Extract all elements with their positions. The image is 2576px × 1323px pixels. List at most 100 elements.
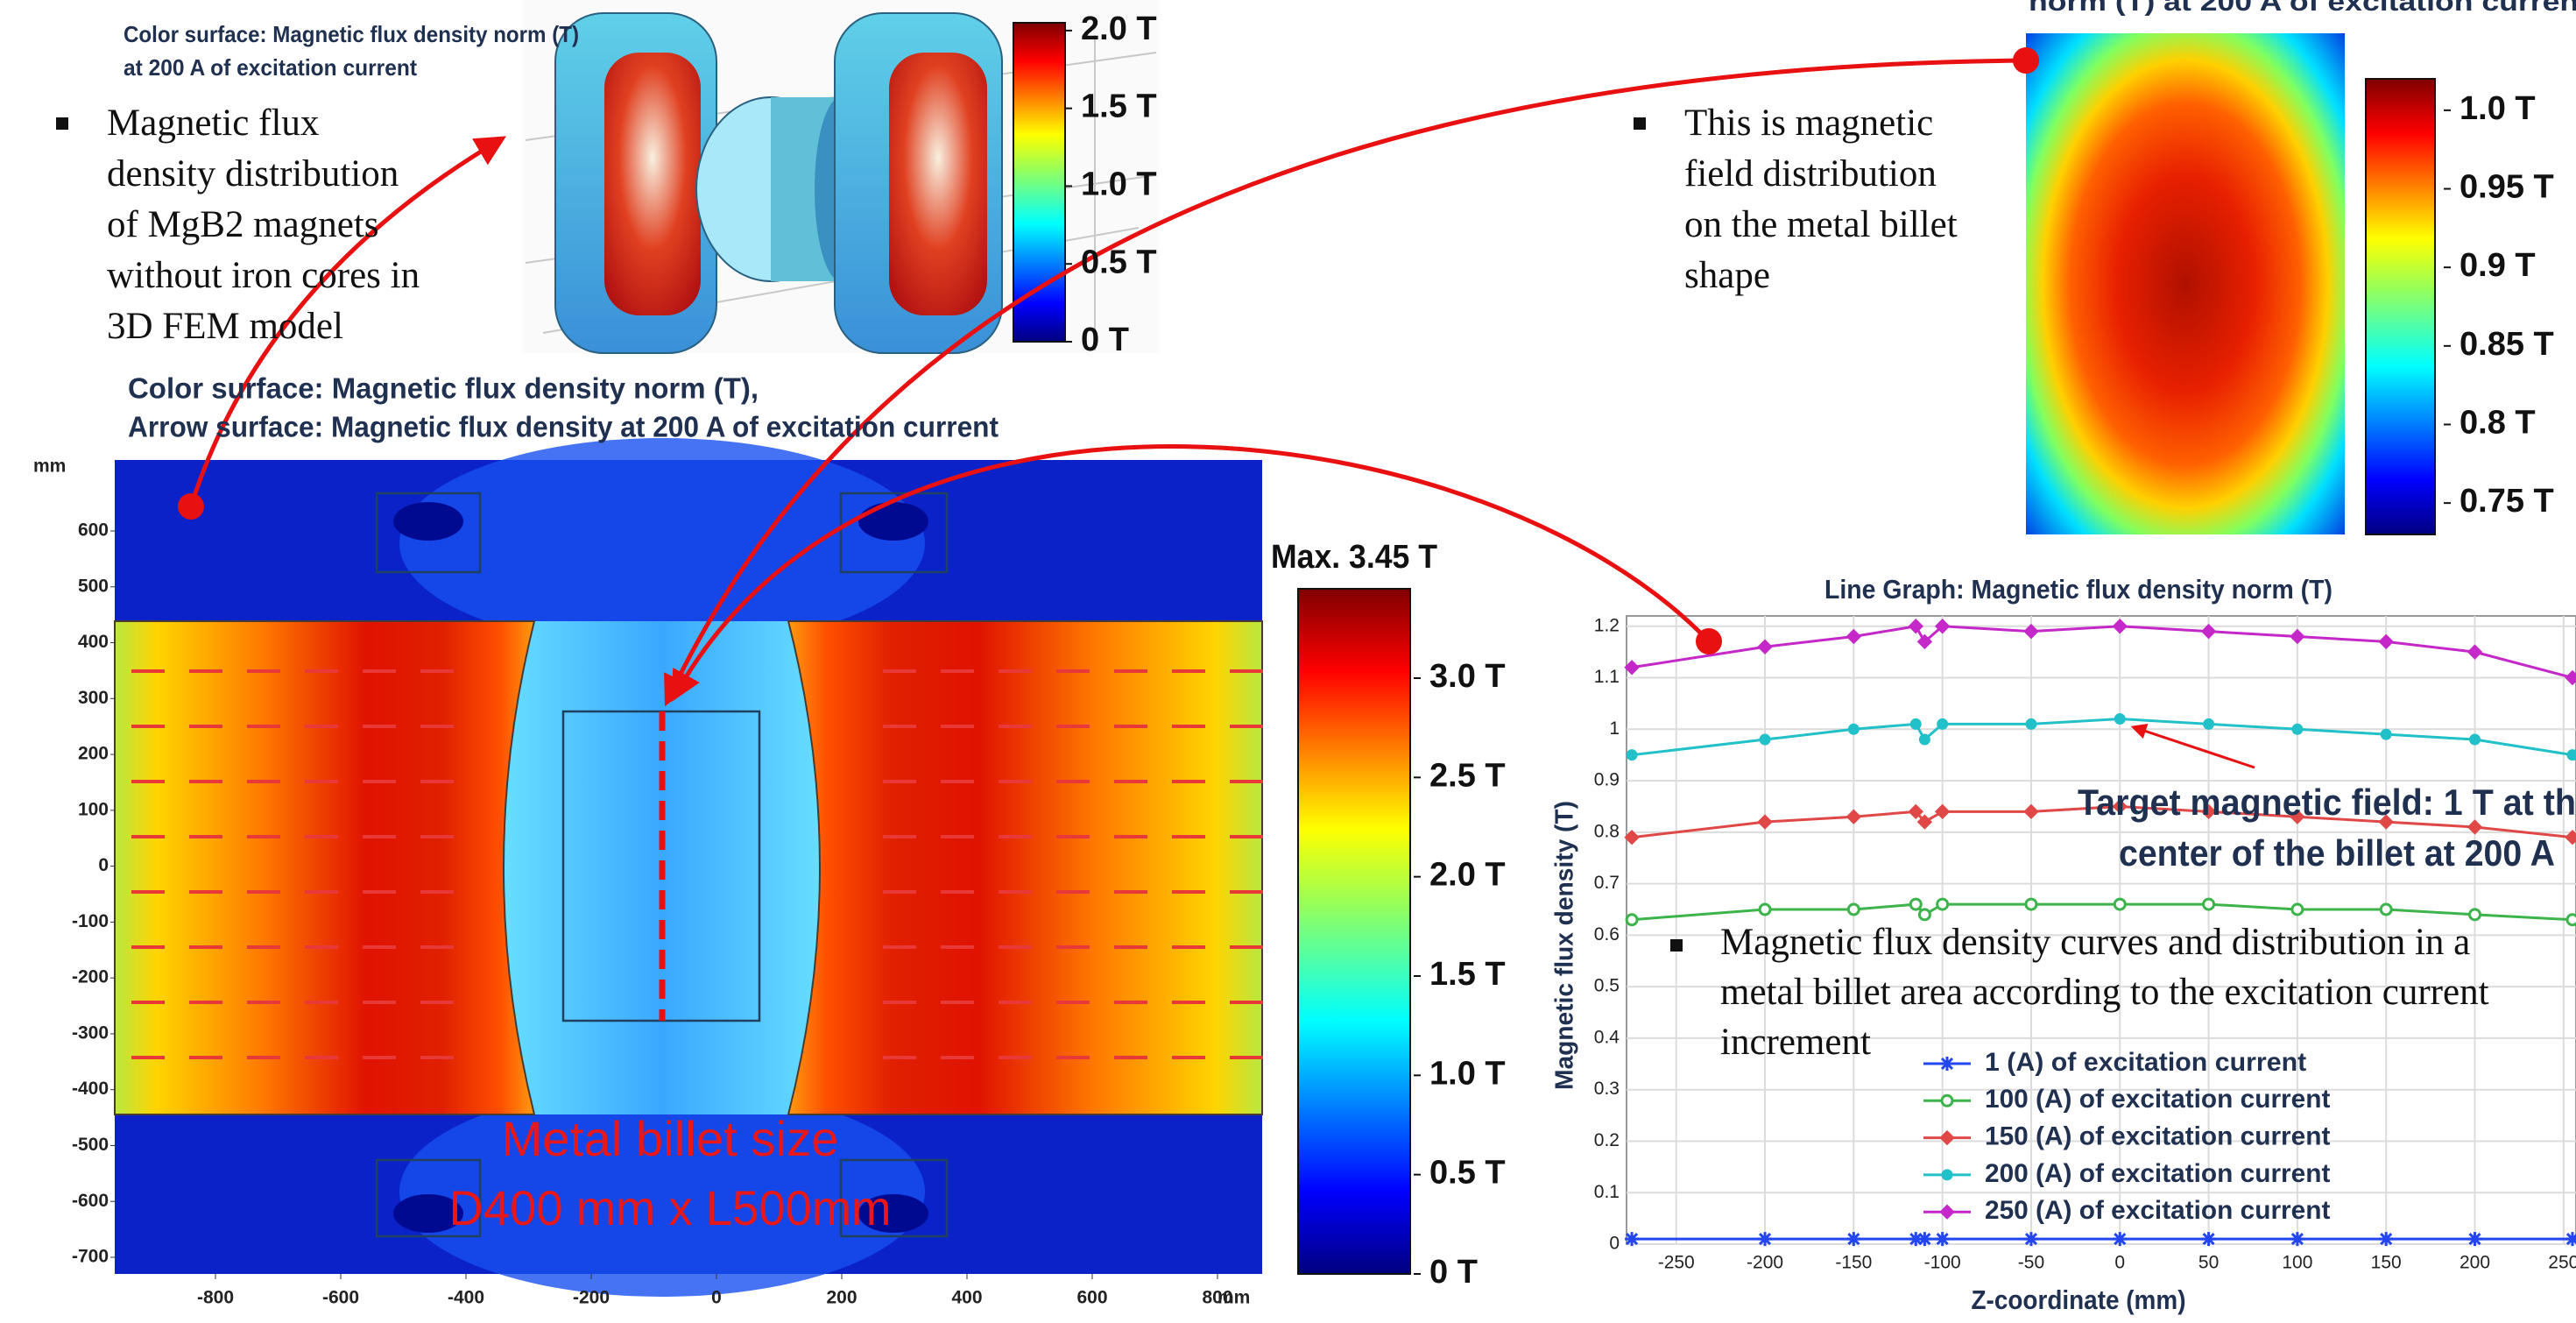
point-marker [2381, 904, 2391, 915]
point-marker [2202, 1232, 2216, 1246]
point-marker [1919, 909, 1930, 920]
point-marker [1625, 1232, 1639, 1246]
y-tick-label: -100 [72, 911, 109, 931]
colorbar-label: 2.0 T [1081, 11, 1157, 47]
colorbar-label: 0 T [1429, 1254, 1478, 1291]
x-tick-label: 800 [1202, 1288, 1232, 1308]
y-tick-label: 600 [78, 520, 109, 541]
bullet-text: 3D FEM model [107, 306, 343, 347]
legend-marker [1942, 1170, 1952, 1180]
y-tick-label: 1.2 [1594, 615, 1620, 635]
colorbar-label: 0.9 T [2460, 247, 2536, 284]
colorbar-max: Max. 3.45 T [1271, 539, 1437, 576]
y-tick-label: 400 [78, 632, 109, 652]
field-2d-image [115, 438, 1410, 1297]
legend-marker [1940, 1057, 1954, 1071]
colorbar-label: 0.8 T [2460, 405, 2536, 442]
point-marker [2567, 915, 2576, 925]
x-tick-label: -400 [448, 1288, 484, 1308]
x-tick-label: 600 [1076, 1288, 1107, 1308]
point-marker [1627, 750, 1637, 761]
chart-title: Line Graph: Magnetic flux density norm (… [1824, 574, 2333, 605]
y-tick-label: 300 [78, 688, 109, 708]
bullet-text: Magnetic flux density curves and distrib… [1720, 922, 2470, 963]
y-tick-label: 0.1 [1594, 1182, 1620, 1202]
point-marker [2470, 734, 2481, 745]
point-marker [1937, 718, 1948, 729]
bullet-marker [1670, 939, 1683, 952]
y-tick-label: 0.8 [1594, 821, 1620, 841]
bullet-text: field distribution [1684, 153, 1937, 195]
colorbar-label: 0 T [1081, 322, 1129, 358]
y-tick-label: 0.3 [1594, 1079, 1620, 1099]
bullet-text: shape [1684, 255, 1770, 296]
point-marker [2381, 729, 2391, 739]
point-marker [2113, 1232, 2127, 1246]
y-tick-label: 0.2 [1594, 1130, 1620, 1150]
annotation: Target magnetic field: 1 T at th [2078, 782, 2576, 823]
y-tick-label: 0.7 [1594, 873, 1620, 893]
point-marker [2026, 718, 2036, 729]
x-tick-label: 250 [2548, 1253, 2576, 1273]
y-tick-label: 500 [78, 576, 109, 596]
x-tick-label: -200 [1747, 1253, 1783, 1273]
point-marker [1919, 734, 1930, 745]
y-tick-label: 0.5 [1594, 976, 1620, 996]
bullet-marker [1634, 117, 1646, 130]
point-marker [1758, 1232, 1772, 1246]
y-tick-label: 200 [78, 744, 109, 764]
x-tick-label: 400 [951, 1288, 982, 1308]
colorbar-label: 3.0 T [1429, 658, 1506, 695]
x-tick-label: 200 [2460, 1253, 2490, 1273]
x-tick-label: 0 [2114, 1253, 2125, 1273]
colorbar-label: 1.5 T [1429, 956, 1506, 993]
point-marker [1917, 1232, 1931, 1246]
colorbar-label: 0.85 T [2460, 326, 2554, 363]
legend-marker [1942, 1095, 1952, 1106]
caption: Color surface: Magnetic flux density nor… [128, 372, 759, 405]
y-tick-label: 0 [98, 855, 109, 875]
point-marker [2470, 909, 2481, 920]
caption: Color surface: Magnetic flux density nor… [124, 21, 579, 47]
legend-label: 200 (A) of excitation current [1985, 1159, 2330, 1188]
point-marker [1848, 724, 1859, 734]
y-tick-label: 0 [1609, 1234, 1620, 1254]
point-marker [2292, 724, 2303, 734]
colorbar-label: 2.0 T [1429, 857, 1506, 894]
colorbar-label: 1.5 T [1081, 88, 1157, 125]
y-tick-label: 0.9 [1594, 770, 1620, 790]
point-marker [2026, 899, 2036, 909]
point-marker [2292, 904, 2303, 915]
x-tick-label: -250 [1658, 1253, 1695, 1273]
point-marker [1846, 1232, 1860, 1246]
legend-label: 1 (A) of excitation current [1985, 1048, 2306, 1077]
page: 00.10.20.30.40.50.60.70.80.911.11.2-250-… [0, 0, 2576, 1323]
x-tick-label: 200 [826, 1288, 857, 1308]
bullet-text: Magnetic flux [107, 103, 319, 144]
colorbar-label: 0.5 T [1429, 1155, 1506, 1192]
y-tick-label: -600 [72, 1191, 109, 1211]
caption: Arrow surface: Magnetic flux density at … [128, 411, 999, 443]
caption: at 200 A of excitation current [124, 54, 417, 81]
x-tick-label: -800 [197, 1288, 234, 1308]
point-marker [2567, 750, 2576, 761]
bullet-text: of MgB2 magnets [107, 204, 379, 245]
magnet-3d-image [523, 0, 1159, 353]
y-tick-label: 1.1 [1594, 667, 1620, 687]
bullet-text: This is magnetic [1684, 103, 1933, 144]
point-marker [1848, 904, 1859, 915]
legend-label: 100 (A) of excitation current [1985, 1085, 2330, 1114]
x-tick-label: -100 [1924, 1253, 1961, 1273]
y-tick-label: -500 [72, 1135, 109, 1155]
point-marker [1910, 899, 1921, 909]
legend-label: 150 (A) of excitation current [1985, 1122, 2330, 1151]
point-marker [1760, 904, 1770, 915]
slide: 00.10.20.30.40.50.60.70.80.911.11.2-250-… [0, 0, 2576, 1323]
y-tick-label: 0.4 [1594, 1027, 1620, 1047]
colorbar-label: 1.0 T [1081, 166, 1157, 202]
overlay-text: Metal billet size [502, 1111, 839, 1166]
y-tick-label: -300 [72, 1022, 109, 1043]
y-tick-label: -400 [72, 1079, 109, 1099]
point-marker [2024, 1232, 2038, 1246]
axis-unit: mm [33, 456, 66, 477]
